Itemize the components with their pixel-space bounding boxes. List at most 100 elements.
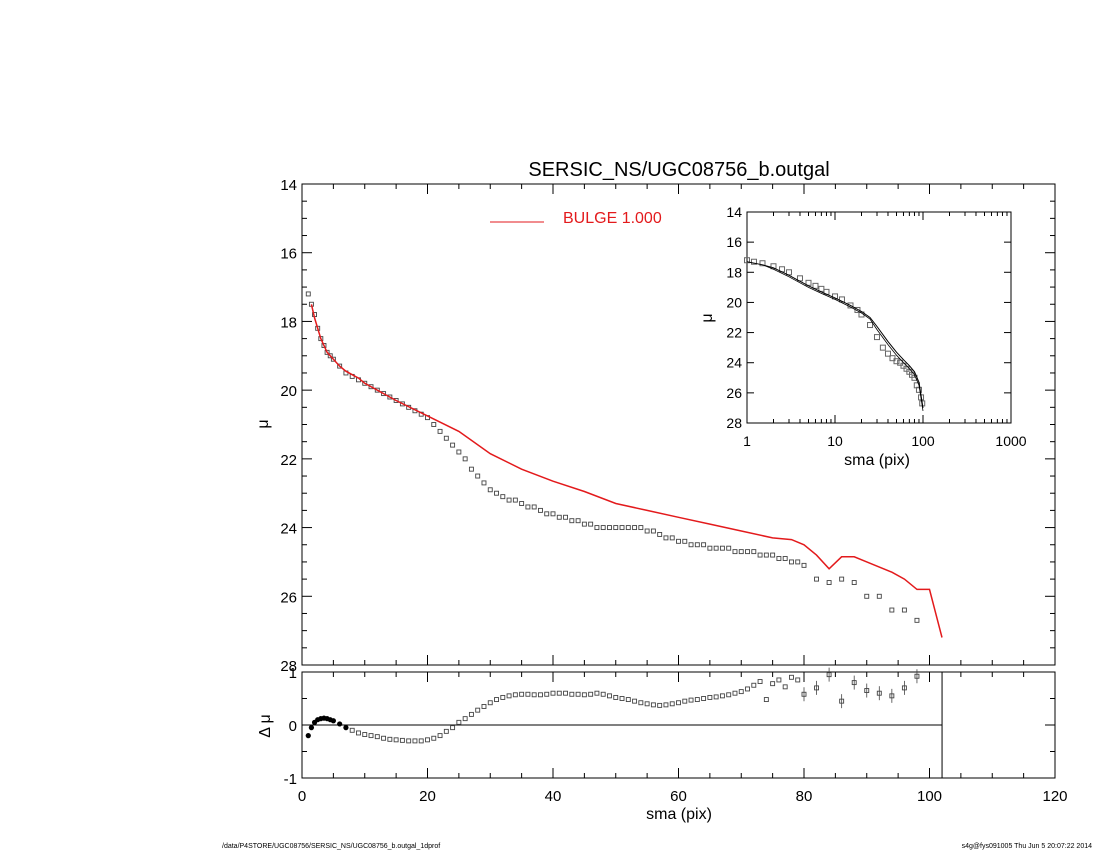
main-plot: 14 16 18 20 22 24 26 28 μ BULGE 1.000 [255,177,1056,675]
residual-point [387,736,393,742]
residual-point [776,677,782,683]
residual-point [707,694,713,700]
residual-point [412,738,418,744]
main-data-point [864,593,870,599]
residual-point [381,735,387,741]
residual-plot: -101 0 20 40 60 80 100 120 Δ μ sma (pix) [257,665,1068,823]
residual-point [575,691,581,697]
main-data-point [632,525,638,531]
residual-point [751,682,757,688]
residual-point [525,691,531,697]
residual-point [308,725,315,731]
residual-plot-ticks [301,671,1056,779]
main-data-point [305,291,311,297]
inset-data-point [897,359,904,366]
inset-data-point [750,258,757,265]
x-tick-label: 0 [298,788,306,805]
main-data-point [851,580,857,585]
main-data-point [839,576,845,582]
residual-point [770,681,776,687]
main-data-point [563,514,568,520]
main-data-point [663,535,669,541]
inset-data-point [884,350,891,357]
residual-point [738,689,744,695]
inset-data-point [879,344,886,351]
main-data-point [381,391,387,397]
main-data-point [500,494,506,500]
x-tick-label: 20 [419,788,436,805]
residual-point [494,697,499,703]
main-data-point [682,538,688,544]
inset-y-tick-label: 26 [726,385,742,401]
main-data-point [437,428,443,434]
main-y-tick-label: 24 [280,521,297,538]
chart-title: SERSIC_NS/UGC08756_b.outgal [528,159,829,181]
residual-point [694,697,700,703]
main-plot-y-tick-labels: 14 16 18 20 22 24 26 28 [280,177,297,675]
residual-point [688,697,694,703]
residual-point [330,718,336,724]
residual-data-points [305,667,920,744]
residual-point [356,730,361,736]
residual-point [726,692,732,698]
main-data-point [531,504,537,510]
inset-data-point [770,263,777,270]
main-data-point [650,528,656,534]
residual-point [763,697,769,703]
main-data-point [481,480,487,486]
main-y-tick-label: 26 [280,589,297,606]
main-data-point [475,473,481,479]
residual-point [406,738,412,744]
residual-point [613,694,619,700]
resid-y-tick-label: 0 [289,718,297,735]
inset-x-axis-label: sma (pix) [844,452,910,469]
residual-point [425,737,430,743]
residual-point [600,691,606,697]
main-y-tick-label: 14 [280,177,297,194]
main-data-point [726,545,732,551]
main-data-point [676,538,681,544]
residual-point [343,725,349,731]
main-data-point [487,487,493,493]
main-data-point [588,521,594,527]
residual-point [732,690,738,696]
main-data-point [494,490,499,496]
main-data-point [594,525,600,531]
x-tick-label: 120 [1042,788,1067,805]
residual-point [701,696,707,701]
residual-point [538,692,543,698]
inset-model-line-2 [762,264,924,411]
residual-point [512,692,518,698]
inset-data-point [838,296,845,303]
resid-y-tick-label: -1 [284,771,297,788]
main-data-point [544,511,550,517]
inset-x-tick-label: 100 [911,433,935,449]
residual-point [431,735,437,741]
inset-data-point [759,260,766,267]
main-y-tick-label: 16 [280,246,297,263]
residual-point [682,698,688,704]
residual-point [569,691,575,697]
inset-x-tick-label: 1000 [995,433,1026,449]
main-data-point [669,535,675,541]
main-data-point [330,356,336,362]
residual-point [362,732,368,737]
inset-data-point [873,334,880,341]
main-data-point [569,518,575,524]
residual-point [556,690,562,696]
residual-point [450,725,456,731]
main-data-point [713,545,719,551]
main-data-point [707,545,713,551]
main-data-point [738,549,744,555]
residual-point [475,707,481,713]
resid-y-tick-label: 1 [289,665,297,682]
main-data-point [550,511,556,517]
main-data-point [362,380,368,386]
shared-x-tick-labels: 0 20 40 60 80 100 120 [298,788,1068,805]
x-tick-label: 100 [917,788,942,805]
inset-data-point [893,358,900,365]
main-data-point [393,398,399,403]
bulge-model-line [310,304,943,638]
main-data-point [757,552,763,558]
main-y-tick-label: 20 [280,383,297,400]
